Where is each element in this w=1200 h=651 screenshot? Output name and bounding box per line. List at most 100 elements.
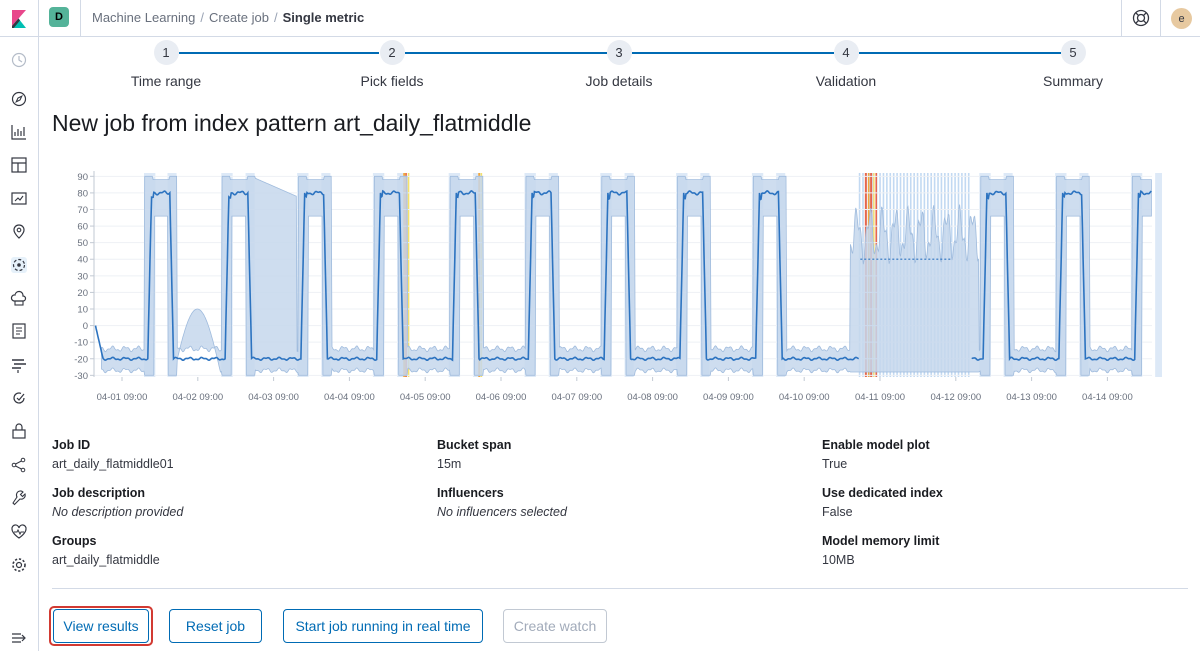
step-label: Summary [1043, 73, 1103, 89]
x-tick-label: 04-02 09:00 [172, 392, 223, 403]
detail-model-plot: Enable model plot True [822, 438, 1152, 471]
anomaly-marker [407, 173, 410, 377]
y-tick-label: 80 [77, 188, 88, 199]
space-avatar[interactable]: D [49, 7, 69, 27]
breadcrumb-single-metric: Single metric [282, 10, 365, 25]
step-number: 3 [606, 40, 632, 65]
detail-value: False [822, 505, 853, 519]
detail-job-description: Job description No description provided [52, 486, 382, 519]
y-tick-label: 30 [77, 271, 88, 282]
x-tick-label: 04-11 09:00 [855, 392, 905, 403]
y-axis: 90 80 70 60 50 40 30 20 10 0 -10 -20 -30 [74, 171, 95, 382]
x-tick-label: 04-07 09:00 [551, 392, 602, 403]
reset-job-button[interactable]: Reset job [169, 609, 262, 643]
step-job-details[interactable]: 3 Job details [549, 40, 689, 89]
compass-icon[interactable] [10, 90, 28, 108]
canvas-icon[interactable] [10, 189, 28, 207]
dev-tools-icon[interactable] [10, 489, 28, 507]
x-tick-label: 04-14 09:00 [1082, 392, 1133, 403]
graph-icon[interactable] [10, 456, 28, 474]
view-results-button[interactable]: View results [53, 609, 149, 643]
detail-groups: Groups art_daily_flatmiddle [52, 534, 382, 567]
side-nav [0, 37, 39, 651]
detail-title: Influencers [437, 486, 504, 500]
infrastructure-icon[interactable] [10, 289, 28, 307]
clock-icon[interactable] [10, 51, 28, 69]
step-label: Time range [130, 73, 202, 89]
detail-value: art_daily_flatmiddle01 [52, 457, 174, 471]
top-header: D Machine Learning / Create job / Single met… [0, 0, 1200, 37]
step-label: Job details [585, 73, 653, 89]
detail-title: Use dedicated index [822, 486, 943, 500]
breadcrumb-create-job[interactable]: Create job [208, 10, 269, 25]
y-tick-label: -10 [74, 338, 88, 349]
x-tick-label: 04-13 09:00 [1006, 392, 1057, 403]
detail-value: No influencers selected [437, 505, 567, 519]
detail-title: Groups [52, 534, 97, 548]
help-icon[interactable] [1132, 9, 1150, 27]
step-pick-fields[interactable]: 2 Pick fields [322, 40, 462, 89]
x-tick-label: 04-12 09:00 [930, 392, 981, 403]
detail-dedicated-index: Use dedicated index False [822, 486, 1152, 519]
collapse-icon[interactable] [10, 629, 28, 647]
header-divider [1160, 0, 1161, 37]
x-tick-label: 04-05 09:00 [400, 392, 451, 403]
siem-icon[interactable] [10, 422, 28, 440]
model-bounds-band [101, 175, 1152, 376]
step-number: 4 [833, 40, 859, 65]
detail-value: 10MB [822, 553, 855, 567]
apm-icon[interactable] [10, 356, 28, 374]
detail-value: 15m [437, 457, 462, 471]
page-title: New job from index pattern art_daily_fla… [52, 110, 532, 136]
kibana-icon [12, 9, 26, 28]
monitoring-icon[interactable] [10, 523, 28, 541]
x-tick-label: 04-06 09:00 [476, 392, 527, 403]
detail-job-id: Job ID art_daily_flatmiddle01 [52, 438, 382, 471]
kibana-logo[interactable] [0, 0, 39, 37]
detail-bucket-span: Bucket span 15m [437, 438, 767, 471]
x-tick-label: 04-09 09:00 [703, 392, 754, 403]
breadcrumb-machine-learning[interactable]: Machine Learning [92, 10, 196, 25]
step-number: 2 [379, 40, 405, 65]
machine-learning-icon[interactable] [10, 256, 28, 274]
detail-title: Model memory limit [822, 534, 940, 548]
y-tick-label: -30 [74, 371, 88, 382]
create-watch-button: Create watch [503, 609, 607, 643]
step-label: Pick fields [360, 73, 424, 89]
detail-title: Job description [52, 486, 146, 500]
step-label: Validation [815, 73, 877, 89]
dashboard-icon[interactable] [10, 156, 28, 174]
uptime-icon[interactable] [10, 389, 28, 407]
logs-icon[interactable] [10, 322, 28, 340]
y-tick-label: 10 [77, 305, 88, 316]
step-connector [405, 52, 607, 54]
model-plot-chart[interactable]: 90 80 70 60 50 40 30 20 10 0 -10 -20 -30 04-01 09:00… [52, 165, 1162, 410]
detail-title: Enable model plot [822, 438, 930, 452]
step-connector [632, 52, 834, 54]
start-realtime-button[interactable]: Start job running in real time [283, 609, 483, 643]
highlight-box [49, 606, 153, 646]
detail-value: No description provided [52, 505, 184, 519]
y-tick-label: 50 [77, 238, 88, 249]
step-connector [859, 52, 1061, 54]
visualize-icon[interactable] [10, 123, 28, 141]
step-connector [179, 52, 379, 54]
detail-value: True [822, 457, 848, 471]
step-time-range[interactable]: 1 Time range [96, 40, 236, 89]
detail-influencers: Influencers No influencers selected [437, 486, 767, 519]
y-tick-label: 90 [77, 172, 88, 183]
management-icon[interactable] [10, 556, 28, 574]
step-validation[interactable]: 4 Validation [776, 40, 916, 89]
detail-memory-limit: Model memory limit 10MB [822, 534, 1152, 567]
maps-icon[interactable] [10, 223, 28, 241]
x-tick-label: 04-04 09:00 [324, 392, 375, 403]
breadcrumb: Machine Learning / Create job / Single metri… [92, 10, 365, 25]
y-tick-label: 60 [77, 222, 88, 233]
y-tick-label: 70 [77, 205, 88, 216]
y-tick-label: 20 [77, 288, 88, 299]
y-tick-label: 40 [77, 255, 88, 266]
detail-title: Job ID [52, 438, 91, 452]
user-avatar[interactable]: e [1171, 8, 1192, 29]
header-divider [1121, 0, 1122, 37]
step-summary[interactable]: 5 Summary [1003, 40, 1143, 89]
